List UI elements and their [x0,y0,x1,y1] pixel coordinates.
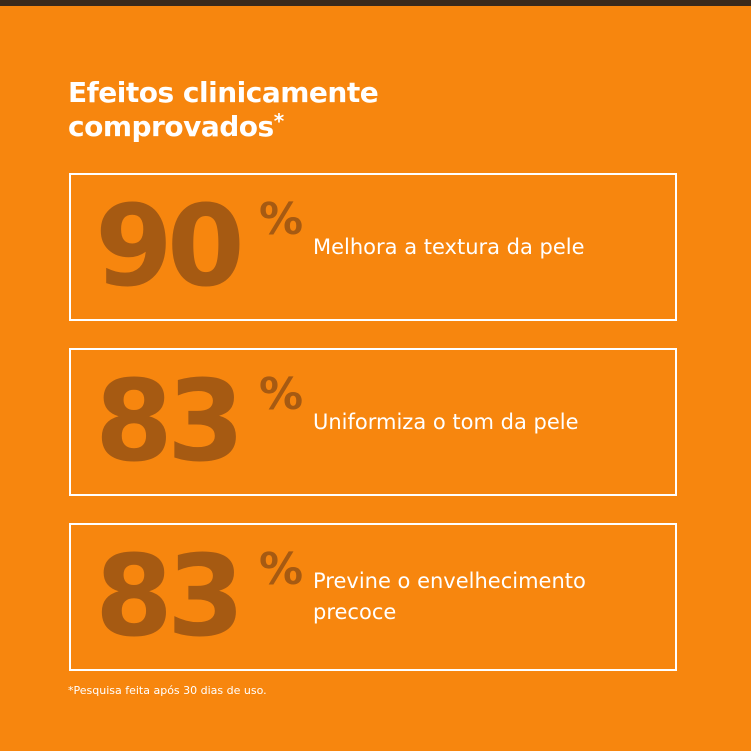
footnote: *Pesquisa feita após 30 dias de uso. [68,684,267,697]
stat-value: 83 [95,532,245,662]
stat-value: 90 [95,182,245,312]
stat-unit: % [259,194,304,245]
stat-label: Melhora a textura da pele [313,234,585,259]
stat-value: 83 [95,357,245,487]
stat-box: 90% Melhora a textura da pele [69,173,677,321]
stat-unit: % [259,544,304,595]
title: Efeitos clinicamente comprovados* [68,76,398,144]
top-bar [0,0,751,6]
title-text: Efeitos clinicamente comprovados [68,76,379,143]
stat-box: 83% Previne o envelhecimento precoce [69,523,677,671]
title-asterisk: * [273,109,284,133]
stat-box: 83% Uniformiza o tom da pele [69,348,677,496]
stat-label: Previne o envelhecimento precoce [313,569,586,624]
stat-unit: % [259,369,304,420]
stat-label: Uniformiza o tom da pele [313,409,579,434]
